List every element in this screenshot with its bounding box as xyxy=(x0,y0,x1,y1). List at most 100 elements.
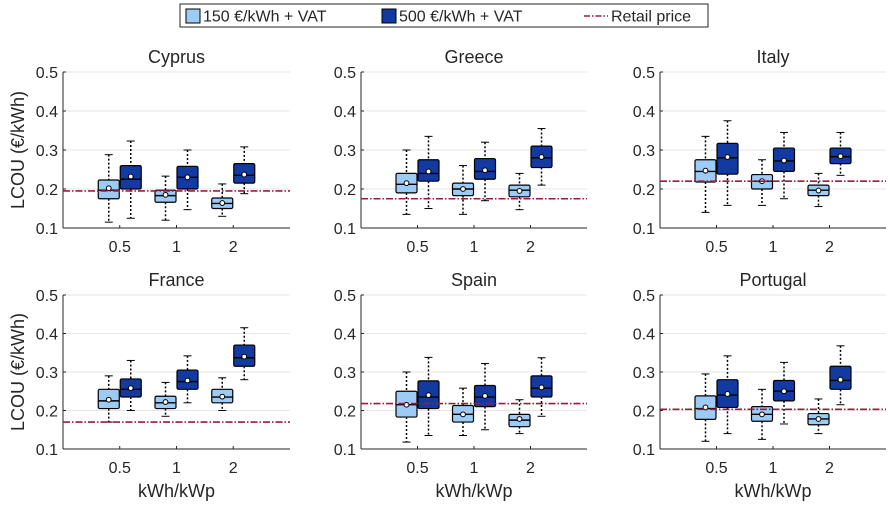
mean-marker xyxy=(815,416,822,422)
legend-swatch xyxy=(381,8,397,24)
legend-entry: 150 €/kWh + VAT xyxy=(185,8,327,26)
y-tick-label: 0.1 xyxy=(334,221,356,238)
box-500-1 xyxy=(772,131,796,200)
x-tick-label: 1 xyxy=(172,460,181,477)
y-tick-label: 0.3 xyxy=(334,365,356,382)
x-tick-label: 1 xyxy=(470,239,479,256)
x-tick-label: 0.5 xyxy=(705,460,727,477)
legend-swatch xyxy=(185,8,201,24)
panel-title: Greece xyxy=(444,47,503,67)
mean-marker xyxy=(815,187,822,194)
x-tick-label: 0.5 xyxy=(406,239,428,256)
y-tick-label: 0.4 xyxy=(36,104,58,121)
box-150-0.5 xyxy=(97,154,120,223)
x-tick-label: 0.5 xyxy=(406,460,428,477)
box-500-2 xyxy=(530,128,553,186)
mean-marker xyxy=(241,353,248,360)
y-tick-label: 0.1 xyxy=(633,442,655,459)
y-tick-label: 0.1 xyxy=(36,221,58,238)
box-150-0.5 xyxy=(694,373,717,442)
panel-portugal: 0.1 0.2 0.3 0.4 0.5 0.5 1 2 Portugal kWh/kWp xyxy=(633,270,886,501)
y-tick-label: 0.3 xyxy=(36,365,58,382)
mean-marker xyxy=(781,388,787,395)
mean-marker xyxy=(105,185,112,192)
box-500-2 xyxy=(829,131,852,176)
y-tick-label: 0.5 xyxy=(36,288,58,305)
box-150-1 xyxy=(154,381,177,417)
y-axis-label: LCOU (€/kWh) xyxy=(8,91,28,209)
box-500-1 xyxy=(473,363,497,431)
box-500-1 xyxy=(176,149,199,211)
x-tick-label: 0.5 xyxy=(705,239,727,256)
y-tick-label: 0.5 xyxy=(633,288,655,305)
box-500-2 xyxy=(233,327,256,381)
mean-marker xyxy=(538,154,545,160)
x-axis-label: kWh/kWp xyxy=(138,481,215,501)
mean-marker xyxy=(516,416,523,422)
y-tick-label: 0.5 xyxy=(334,65,356,82)
mean-marker xyxy=(837,153,844,160)
box-150-2 xyxy=(508,172,531,211)
panel-title: Spain xyxy=(451,270,497,290)
legend-entry: Retail price xyxy=(584,9,691,26)
box-150-1 xyxy=(750,159,774,206)
mean-marker xyxy=(184,377,191,384)
mean-marker xyxy=(538,384,545,391)
mean-marker xyxy=(219,200,226,206)
box-150-0.5 xyxy=(97,375,120,423)
box-500-1 xyxy=(176,355,199,404)
box-150-1 xyxy=(154,175,177,221)
box-150-2 xyxy=(807,398,830,435)
panel-title: France xyxy=(148,270,204,290)
y-tick-label: 0.5 xyxy=(334,288,356,305)
mean-marker xyxy=(184,174,191,181)
mean-marker xyxy=(516,188,523,194)
mean-marker xyxy=(724,154,731,160)
box-150-0.5 xyxy=(395,149,418,215)
box-150-2 xyxy=(807,172,830,208)
x-axis-label: kWh/kWp xyxy=(734,481,811,501)
x-tick-label: 2 xyxy=(526,239,535,256)
x-tick-label: 1 xyxy=(470,460,479,477)
mean-marker xyxy=(241,171,248,178)
legend: 150 €/kWh + VAT 500 €/kWh + VAT Retail pri… xyxy=(179,3,709,28)
panel-title: Cyprus xyxy=(148,47,205,67)
mean-marker xyxy=(105,396,112,403)
box-500-2 xyxy=(530,357,553,417)
panel-spain: 0.1 0.2 0.3 0.4 0.5 0.5 1 2 Spain kWh/kWp xyxy=(334,270,587,501)
mean-marker xyxy=(403,180,410,187)
y-tick-label: 0.4 xyxy=(334,104,356,121)
box-150-0.5 xyxy=(395,371,418,443)
mean-marker xyxy=(460,411,466,418)
mean-marker xyxy=(724,391,731,397)
mean-marker xyxy=(425,392,432,399)
y-tick-label: 0.2 xyxy=(334,404,356,421)
panel-greece: 0.1 0.2 0.3 0.4 0.5 0.5 1 2 Greece xyxy=(334,47,587,256)
mean-marker xyxy=(482,167,488,174)
box-500-0.5 xyxy=(417,135,440,209)
box-500-0.5 xyxy=(119,359,142,411)
mean-marker xyxy=(127,173,134,180)
y-tick-label: 0.4 xyxy=(334,327,356,344)
box-500-0.5 xyxy=(716,355,739,435)
panel-title: Portugal xyxy=(739,270,806,290)
y-tick-label: 0.5 xyxy=(36,65,58,82)
y-tick-label: 0.4 xyxy=(633,327,655,344)
y-tick-label: 0.1 xyxy=(633,221,655,238)
panel-title: Italy xyxy=(756,47,789,67)
x-tick-label: 0.5 xyxy=(109,239,131,256)
x-tick-label: 2 xyxy=(229,460,238,477)
mean-marker xyxy=(482,392,488,399)
y-tick-label: 0.5 xyxy=(633,65,655,82)
mean-marker xyxy=(781,157,787,164)
mean-marker xyxy=(759,411,765,418)
mean-marker xyxy=(162,399,169,405)
y-tick-label: 0.1 xyxy=(36,442,58,459)
box-150-2 xyxy=(508,399,531,435)
legend-frame xyxy=(179,3,709,28)
chart-panels: 0.1 0.2 0.3 0.4 0.5 0.5 1 2 Cyprus LCOU (€/kWh) 0.… xyxy=(8,47,886,501)
box-150-0.5 xyxy=(694,135,717,213)
box-150-1 xyxy=(451,165,475,215)
box-500-0.5 xyxy=(417,356,440,437)
mean-marker xyxy=(162,191,169,198)
